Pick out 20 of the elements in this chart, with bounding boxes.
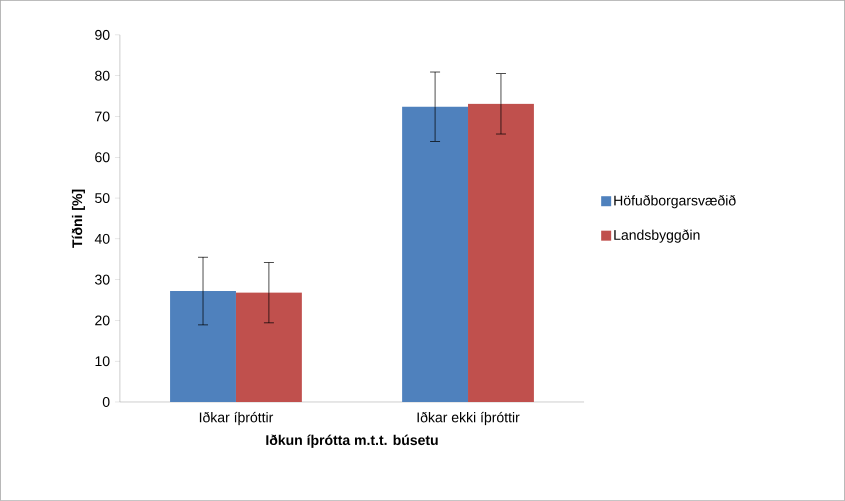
y-tick-label: 90 xyxy=(95,30,110,40)
y-tick-label: 70 xyxy=(95,112,110,122)
y-tick-label: 80 xyxy=(95,70,110,81)
x-axis-title: Iðkun íþrótta m.t.t. búsetu xyxy=(266,434,438,448)
bar xyxy=(170,291,236,402)
legend-label: Höfuðborgarsvæðið xyxy=(614,195,736,208)
y-axis-title: Tíðni [%] xyxy=(72,190,85,248)
y-tick-label: 0 xyxy=(102,397,110,407)
bar xyxy=(468,104,534,402)
y-tick-label: 30 xyxy=(95,274,110,285)
x-tick-label: Iðkar ekki íþróttir xyxy=(418,412,520,426)
y-tick-label: 10 xyxy=(96,356,110,366)
y-tick-label: 60 xyxy=(95,152,110,162)
y-tick-label: 50 xyxy=(95,193,110,204)
bar xyxy=(402,106,468,402)
x-tick-label: Iðkar íþróttir xyxy=(200,412,274,426)
bar xyxy=(236,292,302,402)
legend-label: Landsbyggðin xyxy=(614,229,700,243)
y-tick-label: 20 xyxy=(95,315,110,326)
y-tick-label: 40 xyxy=(94,234,110,244)
